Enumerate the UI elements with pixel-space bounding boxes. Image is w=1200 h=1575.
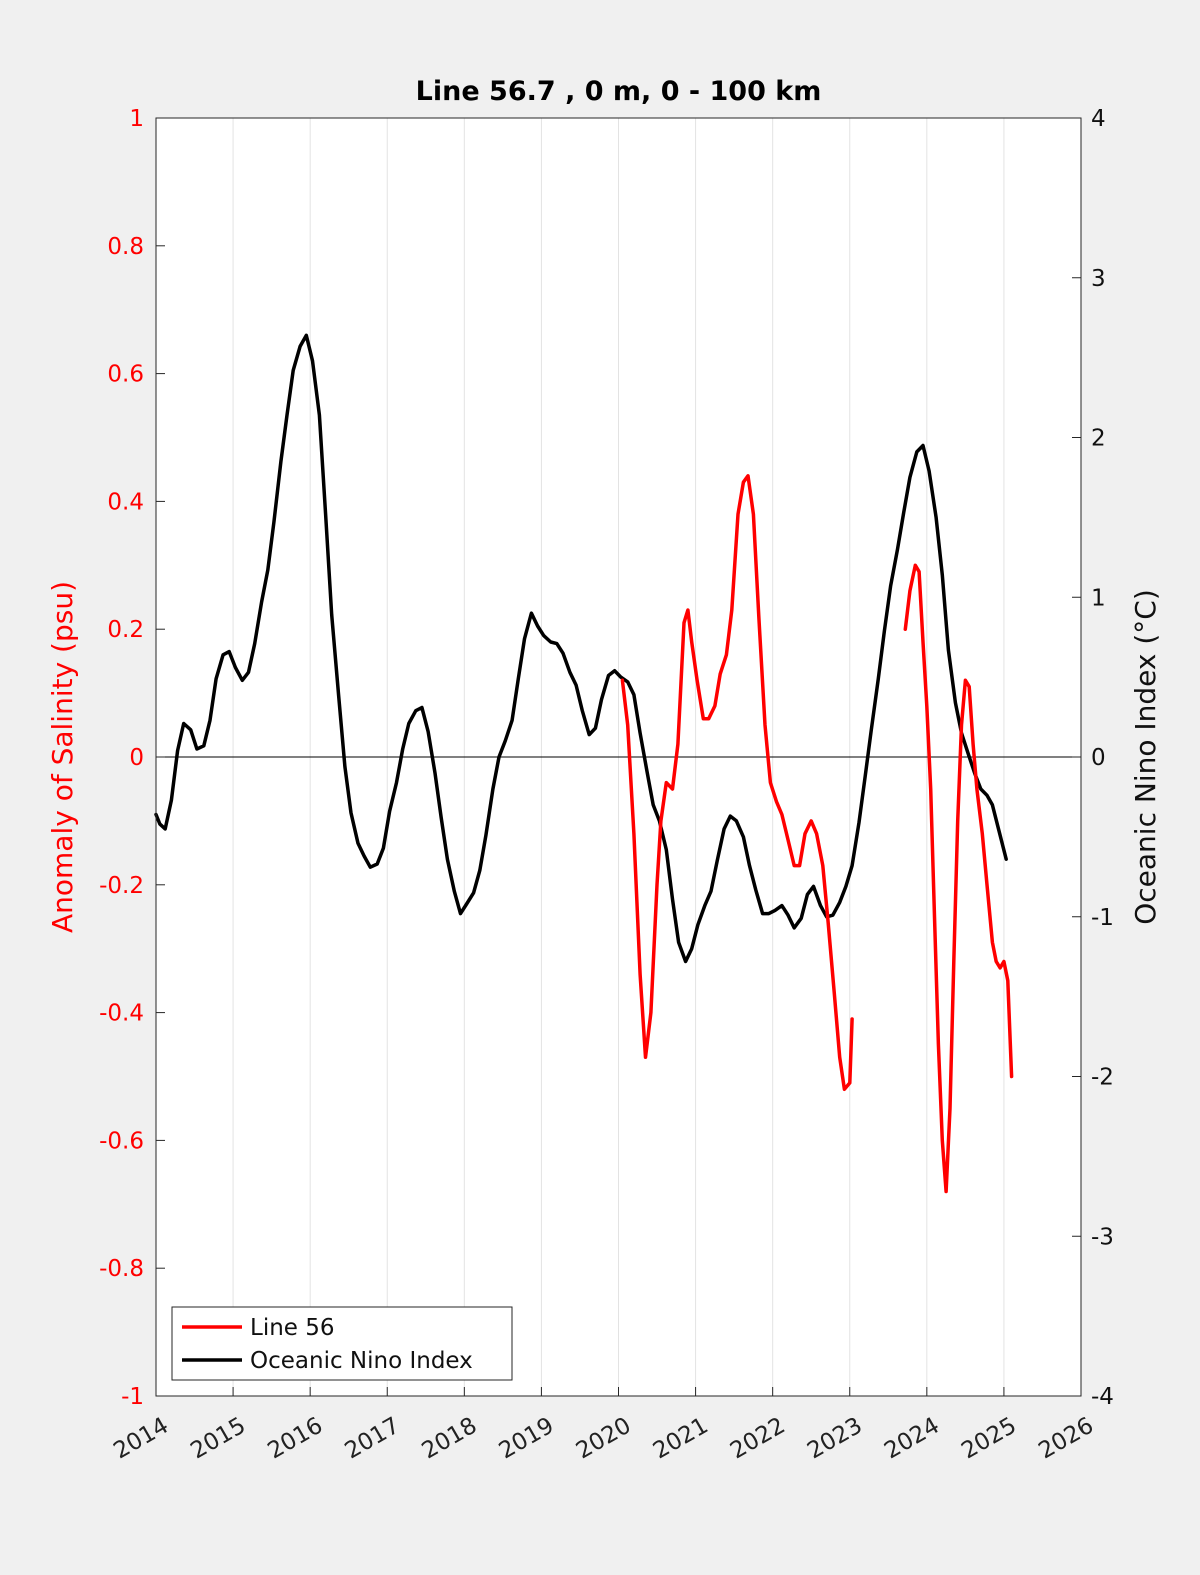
y-left-tick-label: -0.6 bbox=[99, 1128, 144, 1154]
y-left-tick-label: -1 bbox=[121, 1384, 144, 1410]
legend-box bbox=[171, 1306, 513, 1381]
series-line-56 bbox=[903, 563, 1014, 1194]
y-left-tick-label: 0.8 bbox=[107, 234, 144, 260]
y-left-tick-label: 0.4 bbox=[107, 489, 144, 515]
y-right-tick-label: -4 bbox=[1091, 1384, 1114, 1410]
y-right-tick-label: -2 bbox=[1091, 1065, 1114, 1091]
y-right-tick-label: 0 bbox=[1091, 745, 1106, 771]
series-oni bbox=[154, 333, 1008, 964]
y-left-tick-label: 0 bbox=[129, 745, 144, 771]
y-left-tick-label: -0.4 bbox=[99, 1001, 144, 1027]
y-right-tick-label: 4 bbox=[1091, 106, 1106, 132]
legend-label-line-56: Line 56 bbox=[250, 1315, 335, 1341]
y-right-tick-label: 1 bbox=[1091, 585, 1106, 611]
y-right-tick-label: -1 bbox=[1091, 905, 1114, 931]
series-line-56 bbox=[620, 474, 854, 1092]
y-right-tick-label: -3 bbox=[1091, 1224, 1114, 1250]
y-right-tick-label: 3 bbox=[1091, 266, 1106, 292]
y-left-tick-label: -0.8 bbox=[99, 1256, 144, 1282]
y-left-tick-label: -0.2 bbox=[99, 873, 144, 899]
legend: Line 56 Oceanic Nino Index bbox=[171, 1306, 513, 1381]
chart-title: Line 56.7 , 0 m, 0 - 100 km bbox=[416, 76, 822, 107]
y-left-tick-label: 0.2 bbox=[107, 617, 144, 643]
y-axis-left-label: Anomaly of Salinity (psu) bbox=[46, 581, 79, 933]
legend-label-oni: Oceanic Nino Index bbox=[250, 1348, 473, 1374]
y-right-tick-label: 2 bbox=[1091, 426, 1106, 452]
y-axis-right-label: Oceanic Nino Index (°C) bbox=[1129, 589, 1162, 925]
y-left-tick-label: 0.6 bbox=[107, 362, 144, 388]
y-left-tick-label: 1 bbox=[129, 106, 144, 132]
series-layer bbox=[154, 333, 1014, 1194]
